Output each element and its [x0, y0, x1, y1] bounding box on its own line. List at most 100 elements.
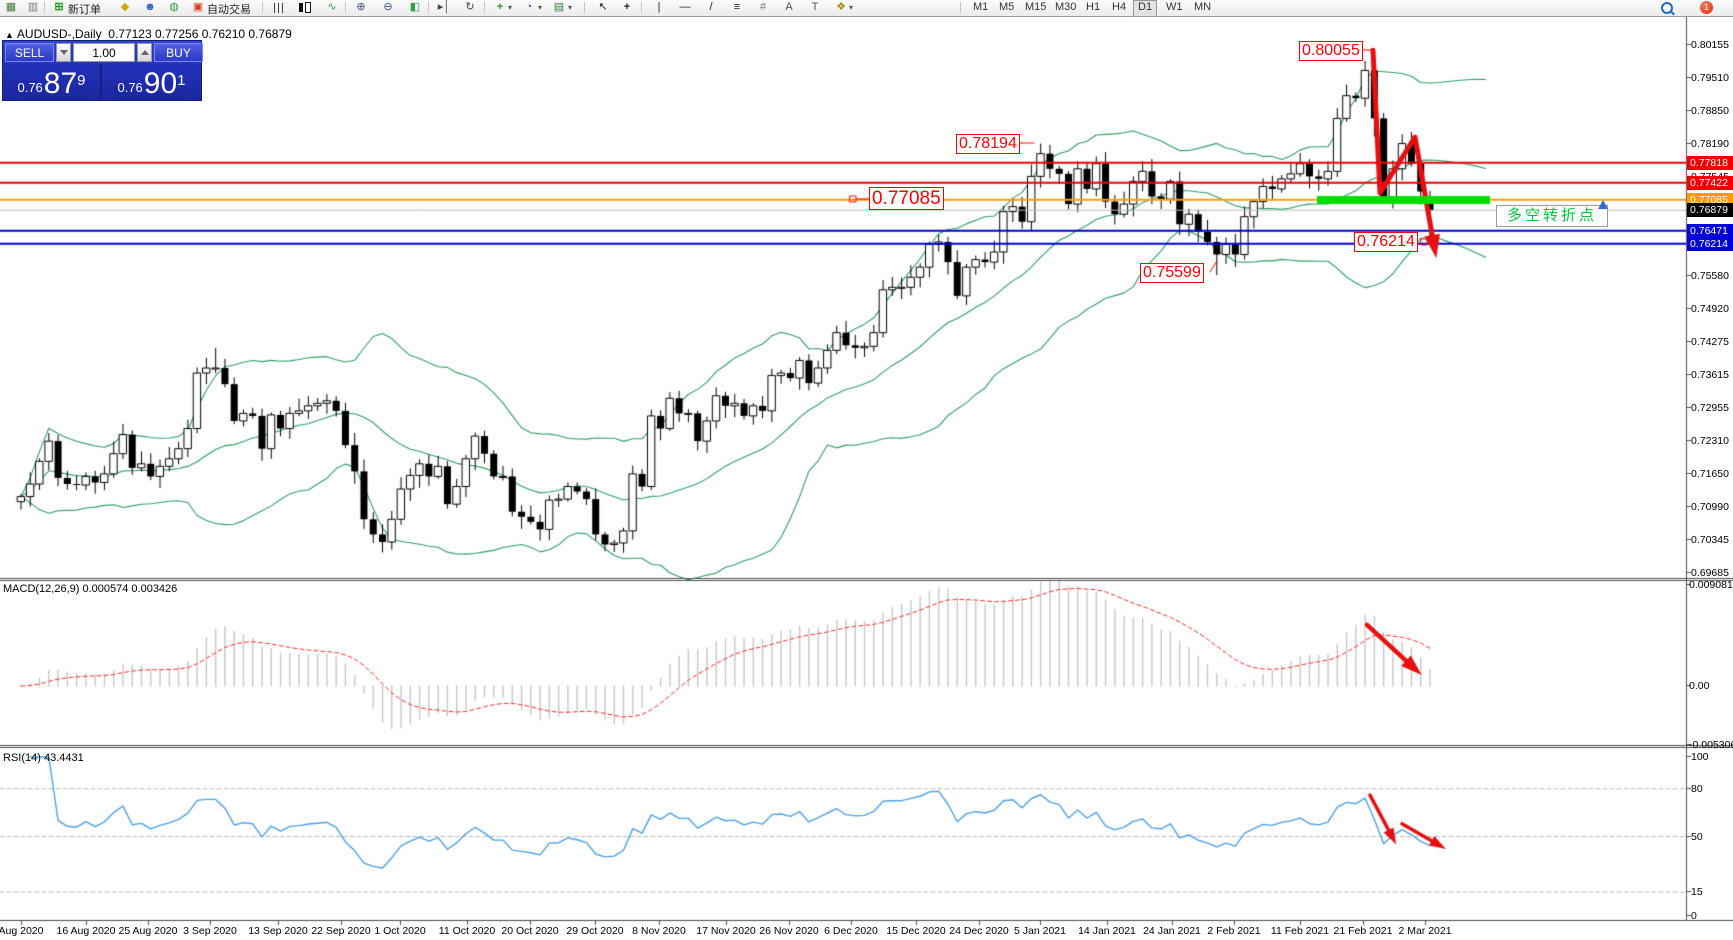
rsi-label: RSI(14) 43.4431: [3, 752, 84, 764]
price-callout[interactable]: 0.77085: [869, 187, 944, 211]
auto-trading-button[interactable]: 自动交易: [207, 4, 251, 16]
date-axis-label: 11 Oct 2020: [438, 925, 496, 937]
price-axis-label: 0.72310: [1691, 434, 1729, 447]
price-axis-label: 0.79510: [1691, 71, 1729, 84]
price-callout[interactable]: 0.75599: [1140, 263, 1204, 283]
price-axis-label: 0.78850: [1691, 104, 1729, 117]
shapes-caret-icon[interactable]: ▾: [848, 3, 853, 12]
sell-price[interactable]: 0.76 87 9: [3, 64, 102, 101]
cursor-tool-icon[interactable]: ↖: [598, 1, 608, 13]
styles-icon[interactable]: ◆: [120, 1, 130, 13]
notification-badge-icon[interactable]: 1: [1700, 1, 1713, 14]
macd-label: MACD(12,26,9) 0.000574 0.003426: [3, 583, 178, 595]
auto-scroll-icon[interactable]: ↻: [465, 1, 475, 13]
date-axis-label: 6 Dec 2020: [824, 925, 878, 937]
macd-axis-label: -0.005306: [1689, 739, 1733, 751]
price-axis-label: 0.70990: [1691, 501, 1729, 514]
new-order-button[interactable]: 新订单: [68, 4, 101, 16]
date-axis-label: 17 Nov 2020: [696, 925, 756, 937]
chart-symbol-period: AUDUSD-,Daily: [16, 27, 102, 41]
date-axis-label: 22 Sep 2020: [311, 925, 371, 937]
price-callout[interactable]: 0.76214: [1354, 232, 1418, 252]
timeframe-button-m30[interactable]: M30: [1055, 1, 1077, 13]
date-axis-label: Aug 2020: [0, 925, 44, 937]
date-axis-label: 16 Aug 2020: [56, 925, 116, 937]
level-price-tag: 0.77818: [1687, 155, 1733, 170]
turning-point-annotation[interactable]: 多空转折点: [1496, 205, 1608, 227]
tile-windows-icon[interactable]: ◧: [409, 1, 421, 13]
date-axis-label: 2 Feb 2021: [1207, 925, 1261, 937]
volume-decrease-button[interactable]: [56, 43, 71, 62]
chart-shift-icon[interactable]: ▸│: [437, 1, 451, 13]
price-axis-label: 0.78190: [1691, 138, 1729, 151]
price-callout[interactable]: 0.80055: [1299, 41, 1363, 61]
chevron-down-icon: [59, 50, 68, 55]
new-chart-icon[interactable]: ▦: [5, 1, 17, 13]
rsi-axis-label: 100: [1691, 751, 1709, 763]
print-preview-icon[interactable]: ▥: [27, 1, 39, 13]
rsi-axis-label: 50: [1691, 830, 1703, 843]
volume-increase-button[interactable]: [137, 43, 152, 62]
text-tool-icon[interactable]: A: [785, 1, 793, 13]
template-icon[interactable]: ▤: [553, 1, 565, 13]
label-tool-icon[interactable]: T: [811, 1, 819, 13]
timeframe-button-d1[interactable]: D1: [1133, 0, 1158, 17]
macd-axis-label: 0.00: [1689, 680, 1710, 692]
level-price-tag: 0.76471: [1687, 223, 1733, 238]
timeframe-button-h4[interactable]: H4: [1112, 1, 1127, 13]
timeframe-button-mn[interactable]: MN: [1194, 1, 1212, 13]
vertical-line-tool-icon[interactable]: |: [657, 1, 661, 13]
price-axis-label: 0.71650: [1691, 467, 1729, 480]
buy-price-big: 90: [143, 67, 178, 100]
toolbar: ▦ ▥ ⊞ 新订单 ◆ ☻ ◍ ▣ 自动交易 ∿ ⊕ ⊖ ◧ ▸│ ↻ + ▾ …: [0, 0, 1733, 17]
grid-tool-icon[interactable]: #: [759, 1, 767, 13]
chart-title: ▲ AUDUSD-,Daily 0.77123 0.77256 0.76210 0…: [5, 27, 292, 41]
zoom-in-icon[interactable]: ⊕: [356, 1, 366, 13]
search-icon[interactable]: [1658, 0, 1676, 15]
timeframe-button-m5[interactable]: M5: [999, 1, 1015, 13]
horizontal-line-tool-icon[interactable]: —: [679, 1, 691, 13]
shapes-tool-icon[interactable]: ❖: [836, 1, 846, 13]
level-price-tag: 0.77422: [1687, 175, 1733, 190]
indicators-caret-icon[interactable]: ▾: [507, 3, 512, 12]
date-axis-label: 2 Mar 2021: [1398, 925, 1452, 937]
timeframe-button-m1[interactable]: M1: [973, 1, 989, 13]
candle-chart-icon[interactable]: [296, 0, 314, 15]
trendline-tool-icon[interactable]: /: [709, 1, 713, 13]
timeframe-button-h1[interactable]: H1: [1086, 1, 1101, 13]
period-clock-icon[interactable]: ◔: [525, 1, 533, 13]
period-caret-icon[interactable]: ▾: [537, 3, 542, 12]
sell-price-base: 0.76: [17, 80, 43, 95]
signal-icon[interactable]: ◍: [169, 1, 179, 13]
buy-button[interactable]: BUY: [154, 43, 203, 62]
indicators-icon[interactable]: +: [496, 1, 504, 13]
sell-button[interactable]: SELL: [5, 43, 54, 62]
contacts-icon[interactable]: ☻: [144, 1, 156, 13]
price-axis-label: 0.74275: [1691, 335, 1729, 348]
date-axis-label: 13 Sep 2020: [248, 925, 308, 937]
rsi-axis-label: 15: [1691, 886, 1703, 899]
timeframe-button-w1[interactable]: W1: [1166, 1, 1183, 13]
new-order-icon[interactable]: ⊞: [54, 1, 64, 13]
crosshair-tool-icon[interactable]: +: [623, 1, 631, 13]
blue-up-arrow-marker[interactable]: [1598, 200, 1608, 209]
zoom-out-icon[interactable]: ⊖: [383, 1, 393, 13]
date-axis-label: 20 Oct 2020: [501, 925, 559, 937]
bar-chart-icon[interactable]: [270, 0, 288, 15]
price-axis-label: 0.73615: [1691, 368, 1729, 381]
auto-trading-icon[interactable]: ▣: [192, 1, 204, 13]
volume-input[interactable]: [73, 43, 135, 62]
date-axis-label: 24 Dec 2020: [949, 925, 1009, 937]
chart-ohlc-values: 0.77123 0.77256 0.76210 0.76879: [108, 27, 292, 41]
timeframe-button-m15[interactable]: M15: [1025, 1, 1047, 13]
price-callout[interactable]: 0.78194: [956, 134, 1020, 154]
notification-count: 1: [1703, 2, 1709, 12]
date-axis-label: 1 Oct 2020: [374, 925, 426, 937]
line-chart-icon[interactable]: ∿: [327, 1, 337, 13]
date-axis-label: 14 Jan 2021: [1078, 925, 1136, 937]
buy-price[interactable]: 0.76 90 1: [102, 64, 201, 101]
fibonacci-tool-icon[interactable]: ≡: [733, 1, 741, 13]
template-caret-icon[interactable]: ▾: [567, 3, 572, 12]
